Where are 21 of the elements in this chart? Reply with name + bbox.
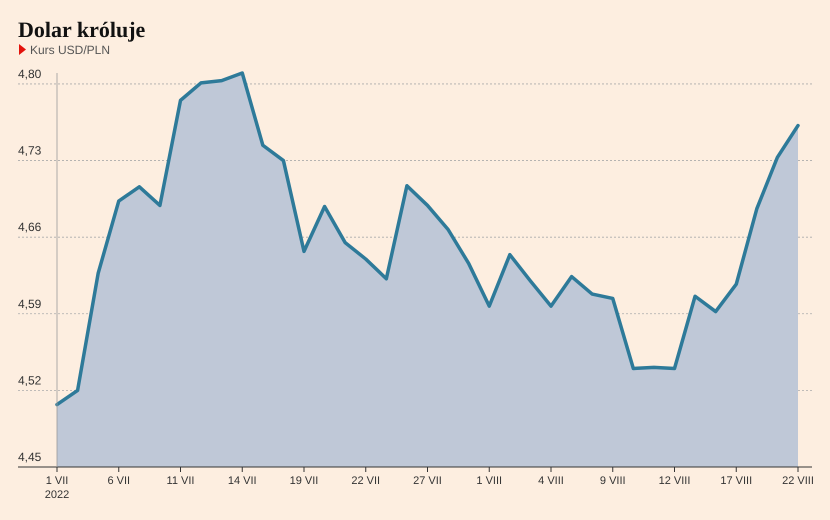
y-tick-label: 4,66 xyxy=(18,220,42,234)
x-tick-label: 19 VII xyxy=(290,475,318,487)
y-tick-label: 4,45 xyxy=(18,450,42,464)
y-tick-label: 4,52 xyxy=(18,373,42,388)
x-tick-label: 12 VIII xyxy=(658,475,690,487)
x-tick-label: 6 VII xyxy=(107,475,130,487)
x-tick-label: 11 VII xyxy=(166,475,194,487)
x-tick-label: 9 VIII xyxy=(600,475,626,487)
x-tick-label: 1 VIII xyxy=(476,475,502,487)
x-tick-label: 17 VIII xyxy=(720,475,752,487)
x-tick-label: 27 VII xyxy=(413,475,442,487)
y-tick-label: 4,59 xyxy=(18,296,42,311)
x-tick-label: 22 VII xyxy=(351,475,380,487)
chart-title: Dolar króluje xyxy=(18,17,146,42)
y-tick-label: 4,80 xyxy=(18,66,42,81)
x-tick-label: 22 VIII xyxy=(782,475,814,487)
x-tick-label: 4 VIII xyxy=(538,475,564,487)
chart-subtitle: Kurs USD/PLN xyxy=(30,43,110,57)
y-tick-label: 4,73 xyxy=(18,144,42,158)
x-tick-label: 1 VII 2022 xyxy=(44,475,70,501)
x-tick-label: 14 VII xyxy=(228,475,257,487)
